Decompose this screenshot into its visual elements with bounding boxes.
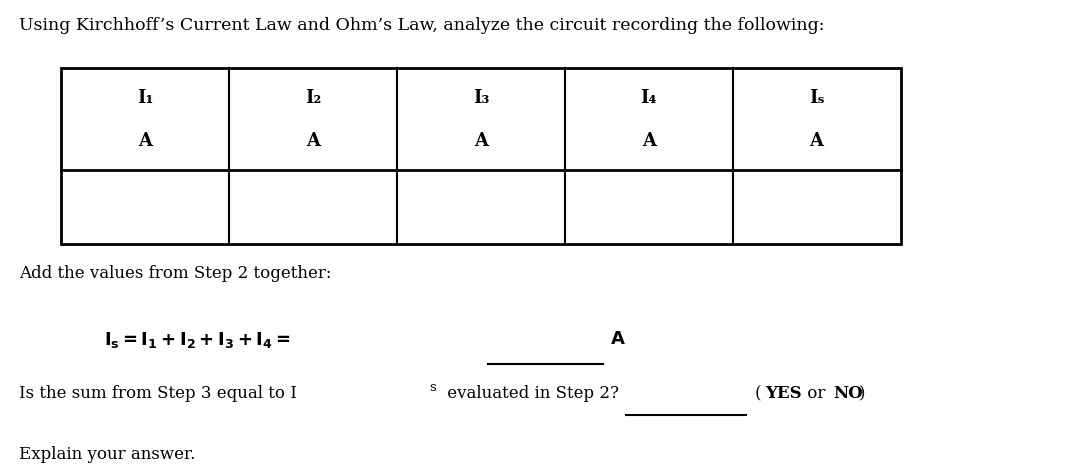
Text: evaluated in Step 2?: evaluated in Step 2? (441, 385, 618, 402)
Text: I₃: I₃ (473, 89, 489, 107)
Text: $\mathbf{I_s = I_1 + I_2 + I_3 + I_4 =}$: $\mathbf{I_s = I_1 + I_2 + I_3 + I_4 =}$ (104, 330, 290, 350)
Bar (61, 68, 900, 244)
Text: NO: NO (834, 385, 863, 402)
Text: (: ( (755, 385, 761, 402)
Text: ): ) (859, 385, 865, 402)
Text: I₁: I₁ (137, 89, 154, 107)
Text: Iₛ: Iₛ (808, 89, 824, 107)
Text: I₄: I₄ (641, 89, 657, 107)
Text: A: A (138, 132, 152, 150)
Text: A: A (307, 132, 320, 150)
Text: $\mathbf{A}$: $\mathbf{A}$ (611, 330, 626, 348)
Text: s: s (429, 381, 436, 394)
Text: Is the sum from Step 3 equal to I: Is the sum from Step 3 equal to I (19, 385, 297, 402)
Text: A: A (810, 132, 823, 150)
Text: or: or (802, 385, 830, 402)
Text: A: A (642, 132, 656, 150)
Text: Using Kirchhoff’s Current Law and Ohm’s Law, analyze the circuit recording the f: Using Kirchhoff’s Current Law and Ohm’s … (19, 17, 824, 34)
Text: I₂: I₂ (304, 89, 321, 107)
Text: Explain your answer.: Explain your answer. (19, 446, 195, 462)
Text: Add the values from Step 2 together:: Add the values from Step 2 together: (19, 265, 331, 282)
Text: YES: YES (766, 385, 802, 402)
Text: A: A (474, 132, 488, 150)
